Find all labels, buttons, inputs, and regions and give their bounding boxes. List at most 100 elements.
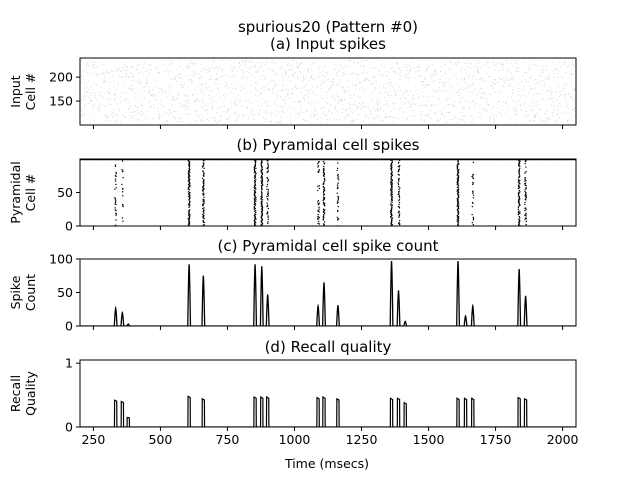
input-spike-point [309, 92, 312, 94]
pyramidal-spike-point [203, 187, 205, 190]
input-spike-point [495, 115, 498, 117]
input-spike-point [400, 72, 402, 74]
input-spike-point [187, 105, 189, 107]
input-spike-point [339, 118, 341, 121]
input-spike-point [299, 71, 301, 73]
input-spike-point [108, 81, 111, 83]
input-spike-point [207, 113, 209, 115]
input-spike-point [363, 65, 366, 67]
pyramidal-spike-point [398, 219, 401, 222]
input-spike-point [447, 112, 449, 114]
pyramidal-spike-point [254, 183, 256, 185]
input-spike-point [552, 101, 555, 103]
input-spike-point [98, 105, 100, 107]
pyramidal-spike-point [115, 173, 117, 175]
input-spike-point [182, 105, 184, 107]
input-spike-point [152, 117, 154, 119]
input-spike-point [309, 64, 312, 66]
pyramidal-spike-point [203, 223, 205, 226]
input-spike-point [395, 94, 397, 96]
input-spike-point [523, 89, 525, 91]
input-spike-point [264, 102, 266, 104]
pyramidal-spike-point [337, 217, 340, 220]
pyramidal-spike-point [114, 164, 117, 166]
input-spike-point [501, 90, 503, 92]
input-spike-point [392, 117, 394, 119]
input-spike-point [461, 96, 464, 98]
input-spike-point [525, 96, 527, 99]
input-spike-point [439, 70, 442, 73]
pyramidal-spike-point [261, 181, 264, 183]
pyramidal-spike-point [399, 223, 401, 225]
input-spike-point [104, 79, 106, 81]
input-spike-point [446, 121, 448, 123]
pyramidal-spike-point [336, 184, 339, 186]
input-spike-point [180, 84, 182, 86]
input-spike-point [485, 80, 487, 83]
input-spike-point [284, 74, 286, 76]
input-spike-point [464, 78, 466, 80]
input-spike-point [544, 69, 547, 71]
input-spike-point [512, 93, 514, 95]
input-spike-point [341, 112, 343, 114]
input-spike-point [136, 119, 138, 121]
input-spike-point [306, 93, 308, 95]
input-spike-point [148, 93, 151, 95]
input-spike-point [361, 72, 364, 74]
pyramidal-spike-point [322, 182, 325, 184]
pyramidal-spike-point [115, 214, 117, 216]
input-spike-point [410, 62, 412, 64]
input-spike-point [111, 114, 113, 116]
input-spike-point [232, 67, 234, 70]
input-spike-point [144, 85, 146, 87]
input-spike-point [515, 63, 517, 65]
input-spike-point [414, 68, 416, 70]
input-spike-point [131, 66, 133, 68]
input-spike-point [390, 82, 393, 84]
input-spike-point [445, 72, 447, 75]
pyramidal-spike-point [261, 199, 264, 201]
input-spike-point [143, 62, 146, 64]
pyramidal-spike-point [525, 159, 527, 162]
input-spike-point [324, 100, 326, 103]
input-spike-point [303, 97, 305, 99]
input-spike-point [234, 101, 236, 103]
input-spike-point [504, 112, 507, 115]
input-spike-point [197, 109, 199, 111]
input-spike-point [164, 121, 166, 123]
input-spike-point [256, 70, 259, 73]
input-spike-point [355, 120, 357, 122]
input-spike-point [307, 96, 310, 98]
input-spike-point [392, 107, 394, 109]
input-spike-point [178, 76, 180, 78]
input-spike-point [351, 121, 353, 123]
input-spike-point [550, 94, 552, 96]
input-spike-point [97, 73, 100, 75]
input-spike-point [448, 104, 450, 106]
pyramidal-spike-point [322, 185, 324, 188]
input-spike-point [281, 89, 283, 91]
input-spike-point [272, 93, 274, 95]
input-spike-point [499, 92, 501, 94]
input-spike-point [563, 62, 565, 64]
input-spike-point [117, 103, 119, 105]
input-spike-point [316, 113, 318, 115]
input-spike-point [106, 71, 108, 74]
input-spike-point [292, 60, 294, 62]
input-spike-point [81, 60, 83, 62]
pyramidal-spike-point [391, 179, 393, 181]
input-spike-point [543, 121, 546, 123]
input-spike-point [294, 86, 296, 88]
input-spike-point [380, 65, 382, 67]
input-spike-point [344, 98, 346, 100]
pyramidal-spike-point [390, 200, 392, 202]
input-spike-point [292, 73, 294, 75]
input-spike-point [382, 120, 384, 122]
input-spike-point [403, 101, 406, 104]
input-spike-point [238, 62, 240, 64]
pyramidal-spike-point [525, 220, 528, 223]
input-spike-point [523, 85, 525, 87]
input-spike-point [99, 94, 101, 97]
input-spike-point [498, 100, 500, 102]
